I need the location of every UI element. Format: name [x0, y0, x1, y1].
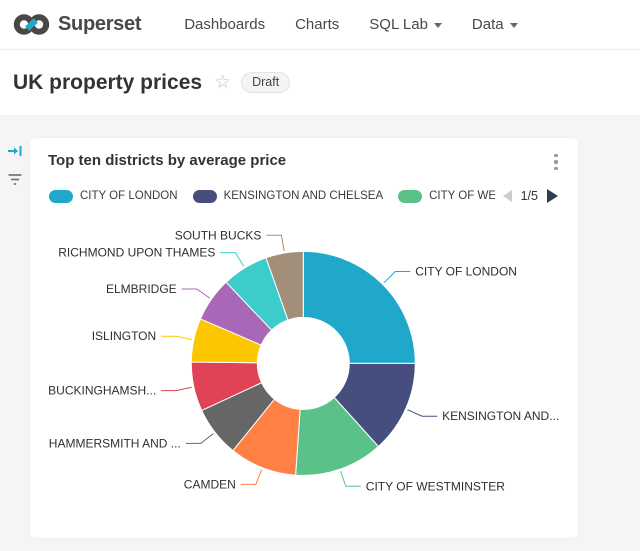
legend-pagination: 1/5 — [502, 189, 558, 203]
legend-items: CITY OF LONDON KENSINGTON AND CHELSEA CITY… — [49, 189, 495, 203]
legend-item[interactable]: KENSINGTON AND CHELSEA — [192, 189, 384, 203]
filter-icon[interactable] — [7, 172, 25, 190]
expand-filter-bar-icon[interactable] — [7, 144, 25, 162]
slice-label: CAMDEN — [184, 477, 236, 491]
label-leader-line — [220, 252, 245, 267]
legend-item[interactable]: CITY OF WES — [398, 189, 495, 203]
left-rail — [0, 115, 30, 551]
caret-down-icon — [509, 23, 518, 28]
dashboard-title-bar: UK property prices ☆ Draft — [0, 50, 640, 115]
dashboard-canvas: Top ten districts by average price CITY … — [0, 115, 640, 551]
pie-slice-0[interactable] — [302, 250, 416, 364]
slice-label: SOUTH BUCKS — [175, 228, 262, 242]
donut-chart: CITY OF LONDON KENSINGTON AND... CITY OF W… — [48, 228, 559, 493]
nav-item-sql-lab[interactable]: SQL Lab — [369, 16, 442, 33]
label-leader-line — [407, 409, 438, 417]
kebab-menu-icon[interactable] — [546, 151, 566, 173]
legend-item[interactable]: CITY OF LONDON — [49, 189, 178, 203]
legend-swatch — [192, 189, 217, 203]
favorite-star-icon[interactable]: ☆ — [214, 72, 232, 93]
legend-label: CITY OF LONDON — [80, 190, 178, 202]
legend-prev-icon[interactable] — [502, 190, 512, 202]
chart-legend: CITY OF LONDON KENSINGTON AND CHELSEA CITY… — [49, 186, 558, 206]
caret-down-icon — [433, 23, 442, 28]
slice-label: RICHMOND UPON THAMES — [58, 246, 215, 260]
slice-label: BUCKINGHAMSH... — [48, 384, 156, 398]
legend-label: CITY OF WES — [429, 190, 495, 202]
legend-label: KENSINGTON AND CHELSEA — [223, 190, 384, 202]
chart-card: Top ten districts by average price CITY … — [30, 138, 578, 538]
slice-label: ELMBRIDGE — [106, 282, 177, 296]
label-leader-line — [266, 234, 285, 252]
infinity-logo-icon — [13, 13, 50, 36]
legend-next-icon[interactable] — [547, 189, 558, 203]
label-leader-line — [383, 271, 411, 284]
label-leader-line — [161, 335, 192, 341]
status-badge: Draft — [241, 72, 291, 93]
brand-name: Superset — [58, 13, 142, 35]
chart-title: Top ten districts by average price — [48, 152, 287, 169]
label-leader-line — [185, 433, 214, 444]
label-leader-line — [181, 288, 211, 299]
slice-label: KENSINGTON AND... — [442, 409, 559, 423]
nav-item-data[interactable]: Data — [472, 16, 518, 33]
slice-label: HAMMERSMITH AND ... — [49, 436, 181, 450]
top-navbar: Superset Dashboards Charts SQL Lab Data — [0, 0, 640, 50]
label-leader-line — [240, 469, 263, 485]
slice-label: CITY OF LONDON — [415, 265, 517, 279]
slice-label: CITY OF WESTMINSTER — [366, 479, 505, 493]
legend-swatch — [49, 189, 73, 203]
nav-item-charts[interactable]: Charts — [295, 16, 340, 33]
main-nav: Dashboards Charts SQL Lab Data — [184, 16, 518, 33]
label-leader-line — [340, 470, 361, 487]
slice-label: ISLINGTON — [92, 329, 156, 343]
pie-slice-9[interactable] — [265, 250, 304, 321]
legend-page-indicator: 1/5 — [520, 189, 538, 203]
nav-item-dashboards[interactable]: Dashboards — [184, 16, 266, 33]
page-title: UK property prices — [13, 70, 203, 94]
label-leader-line — [161, 386, 192, 392]
legend-swatch — [398, 189, 423, 203]
superset-logo[interactable]: Superset — [13, 13, 141, 36]
